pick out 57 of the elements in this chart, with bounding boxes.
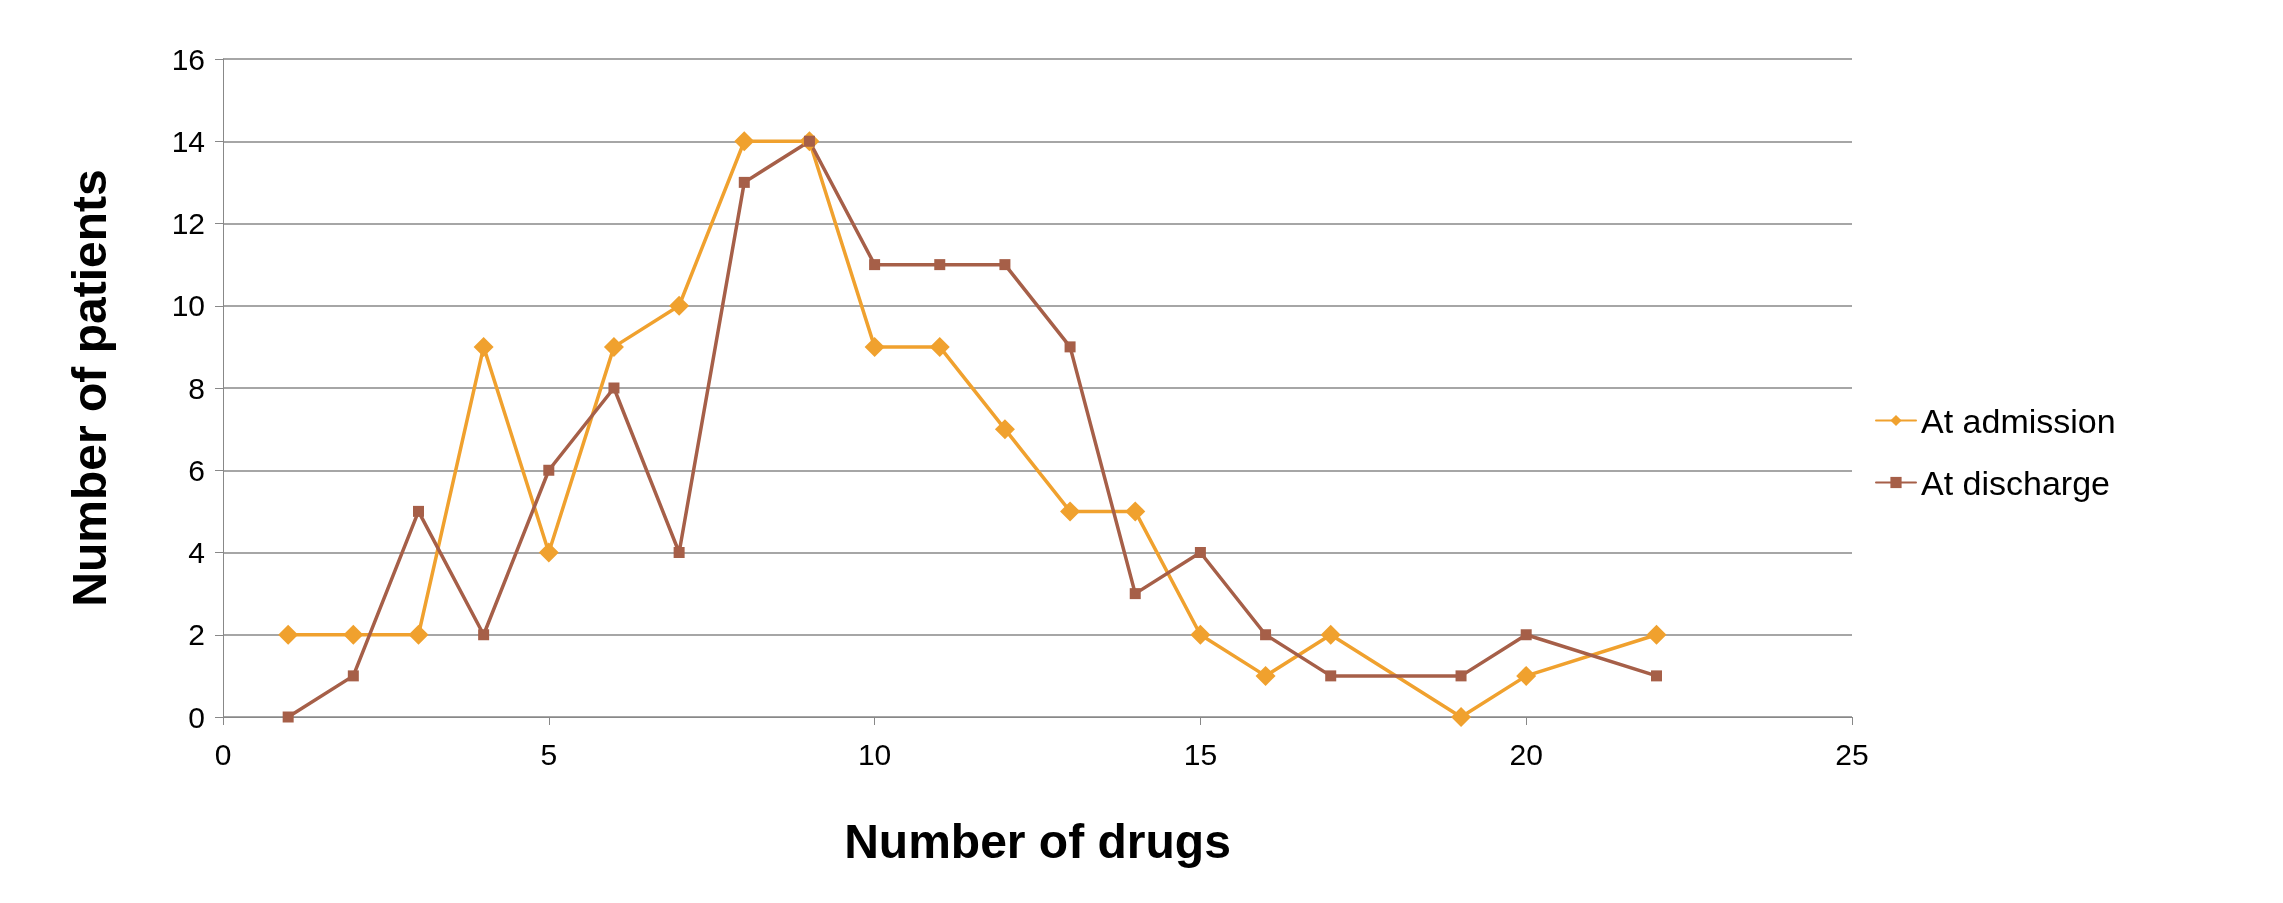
x-tick-label: 20 [1509,737,1543,771]
point [603,336,624,357]
point [734,131,755,152]
legend-label: At discharge [1921,463,2110,502]
y-axis-title: Number of patients [62,169,116,607]
point [278,624,299,645]
point [1516,665,1537,686]
legend-label: At admission [1921,401,2116,440]
y-tick-label: 14 [171,124,205,158]
point [1325,670,1337,682]
point [1520,629,1532,641]
point [1646,624,1667,645]
point [1455,670,1467,682]
point [864,336,885,357]
point [1651,670,1663,682]
y-tick-label: 6 [188,453,205,487]
point [478,629,490,641]
point [669,295,690,316]
x-tick-label: 10 [857,737,892,771]
y-tick-label: 2 [188,618,205,652]
point [1129,588,1141,600]
y-tick-label: 4 [188,536,205,569]
point [1260,629,1272,641]
point [1125,501,1146,522]
x-axis-title: Number of drugs [844,814,1231,868]
y-tick-label: 10 [171,289,205,323]
point [738,176,750,188]
x-tick-label: 25 [1835,737,1869,771]
point [994,419,1015,440]
point [673,547,685,558]
point [1451,707,1472,727]
y-tick-label: 12 [171,207,205,240]
point [473,336,494,357]
point [1194,547,1206,558]
point [343,624,364,645]
point [608,382,620,394]
point [1255,665,1276,686]
point [538,542,559,563]
x-tick-label: 0 [214,737,232,771]
x-tick-label: 5 [540,737,558,771]
point [412,505,424,517]
point [1190,624,1211,645]
point [929,336,950,357]
point [543,464,555,476]
y-tick-label: 16 [171,42,205,76]
point [1060,501,1081,522]
y-tick-label: 0 [188,700,205,734]
point [934,259,946,271]
point [869,259,881,271]
point [1320,624,1341,645]
point [1064,341,1076,353]
point [282,711,294,723]
point [408,624,429,645]
y-tick-label: 8 [188,371,205,405]
point [347,670,359,682]
x-tick-label: 15 [1183,737,1218,771]
point [999,259,1011,271]
